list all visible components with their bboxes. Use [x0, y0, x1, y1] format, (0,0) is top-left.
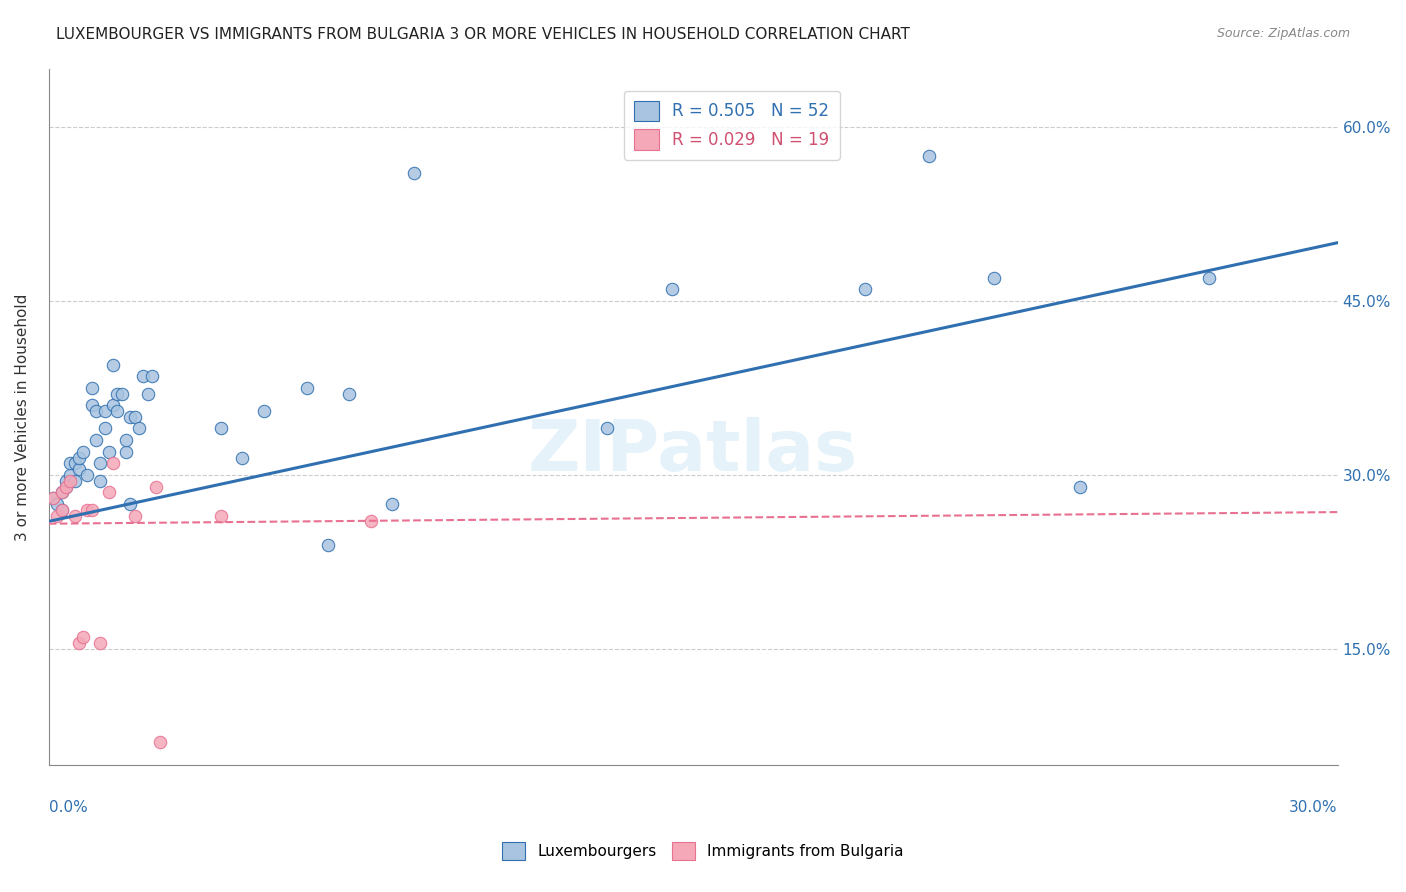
- Point: [42, 491, 65, 505]
- Point: [252, 404, 274, 418]
- Point: [63, 474, 86, 488]
- Point: [76, 502, 98, 516]
- Point: [120, 409, 142, 424]
- Point: [89, 456, 111, 470]
- Point: [120, 497, 142, 511]
- Point: [983, 270, 1005, 285]
- Point: [63, 508, 86, 523]
- Point: [107, 404, 129, 418]
- Point: [67, 462, 90, 476]
- Point: [402, 166, 425, 180]
- Point: [381, 497, 404, 511]
- Point: [360, 514, 382, 528]
- Point: [918, 148, 941, 162]
- Point: [136, 386, 159, 401]
- Point: [55, 479, 77, 493]
- Point: [231, 450, 253, 465]
- Point: [661, 282, 683, 296]
- Point: [72, 631, 94, 645]
- Text: Source: ZipAtlas.com: Source: ZipAtlas.com: [1216, 27, 1350, 40]
- Point: [103, 456, 125, 470]
- Point: [93, 404, 115, 418]
- Point: [1069, 479, 1091, 493]
- Point: [42, 491, 65, 505]
- Point: [124, 409, 146, 424]
- Point: [97, 444, 120, 458]
- Text: 30.0%: 30.0%: [1289, 800, 1337, 815]
- Point: [145, 479, 167, 493]
- Point: [55, 474, 77, 488]
- Point: [51, 502, 73, 516]
- Point: [93, 421, 115, 435]
- Point: [84, 404, 107, 418]
- Point: [107, 386, 129, 401]
- Point: [51, 485, 73, 500]
- Point: [59, 467, 82, 482]
- Point: [103, 398, 125, 412]
- Point: [115, 444, 138, 458]
- Legend: Luxembourgers, Immigrants from Bulgaria: Luxembourgers, Immigrants from Bulgaria: [496, 836, 910, 866]
- Point: [46, 497, 69, 511]
- Y-axis label: 3 or more Vehicles in Household: 3 or more Vehicles in Household: [15, 293, 30, 541]
- Point: [853, 282, 876, 296]
- Point: [72, 444, 94, 458]
- Point: [339, 386, 361, 401]
- Point: [124, 508, 146, 523]
- Point: [89, 636, 111, 650]
- Point: [103, 358, 125, 372]
- Point: [80, 398, 103, 412]
- Point: [84, 433, 107, 447]
- Point: [63, 456, 86, 470]
- Point: [141, 369, 163, 384]
- Point: [97, 485, 120, 500]
- Point: [1198, 270, 1220, 285]
- Point: [67, 450, 90, 465]
- Text: 0.0%: 0.0%: [49, 800, 87, 815]
- Point: [209, 508, 232, 523]
- Point: [51, 485, 73, 500]
- Legend: R = 0.505   N = 52, R = 0.029   N = 19: R = 0.505 N = 52, R = 0.029 N = 19: [624, 91, 839, 160]
- Point: [132, 369, 155, 384]
- Point: [80, 502, 103, 516]
- Point: [209, 421, 232, 435]
- Point: [89, 474, 111, 488]
- Point: [115, 433, 138, 447]
- Point: [67, 636, 90, 650]
- Point: [80, 381, 103, 395]
- Point: [316, 538, 339, 552]
- Point: [46, 508, 69, 523]
- Point: [295, 381, 318, 395]
- Point: [111, 386, 134, 401]
- Point: [59, 474, 82, 488]
- Point: [51, 502, 73, 516]
- Point: [596, 421, 619, 435]
- Point: [76, 467, 98, 482]
- Point: [55, 479, 77, 493]
- Point: [128, 421, 150, 435]
- Point: [59, 456, 82, 470]
- Text: LUXEMBOURGER VS IMMIGRANTS FROM BULGARIA 3 OR MORE VEHICLES IN HOUSEHOLD CORRELA: LUXEMBOURGER VS IMMIGRANTS FROM BULGARIA…: [56, 27, 910, 42]
- Text: ZIPatlas: ZIPatlas: [529, 417, 858, 486]
- Point: [149, 735, 172, 749]
